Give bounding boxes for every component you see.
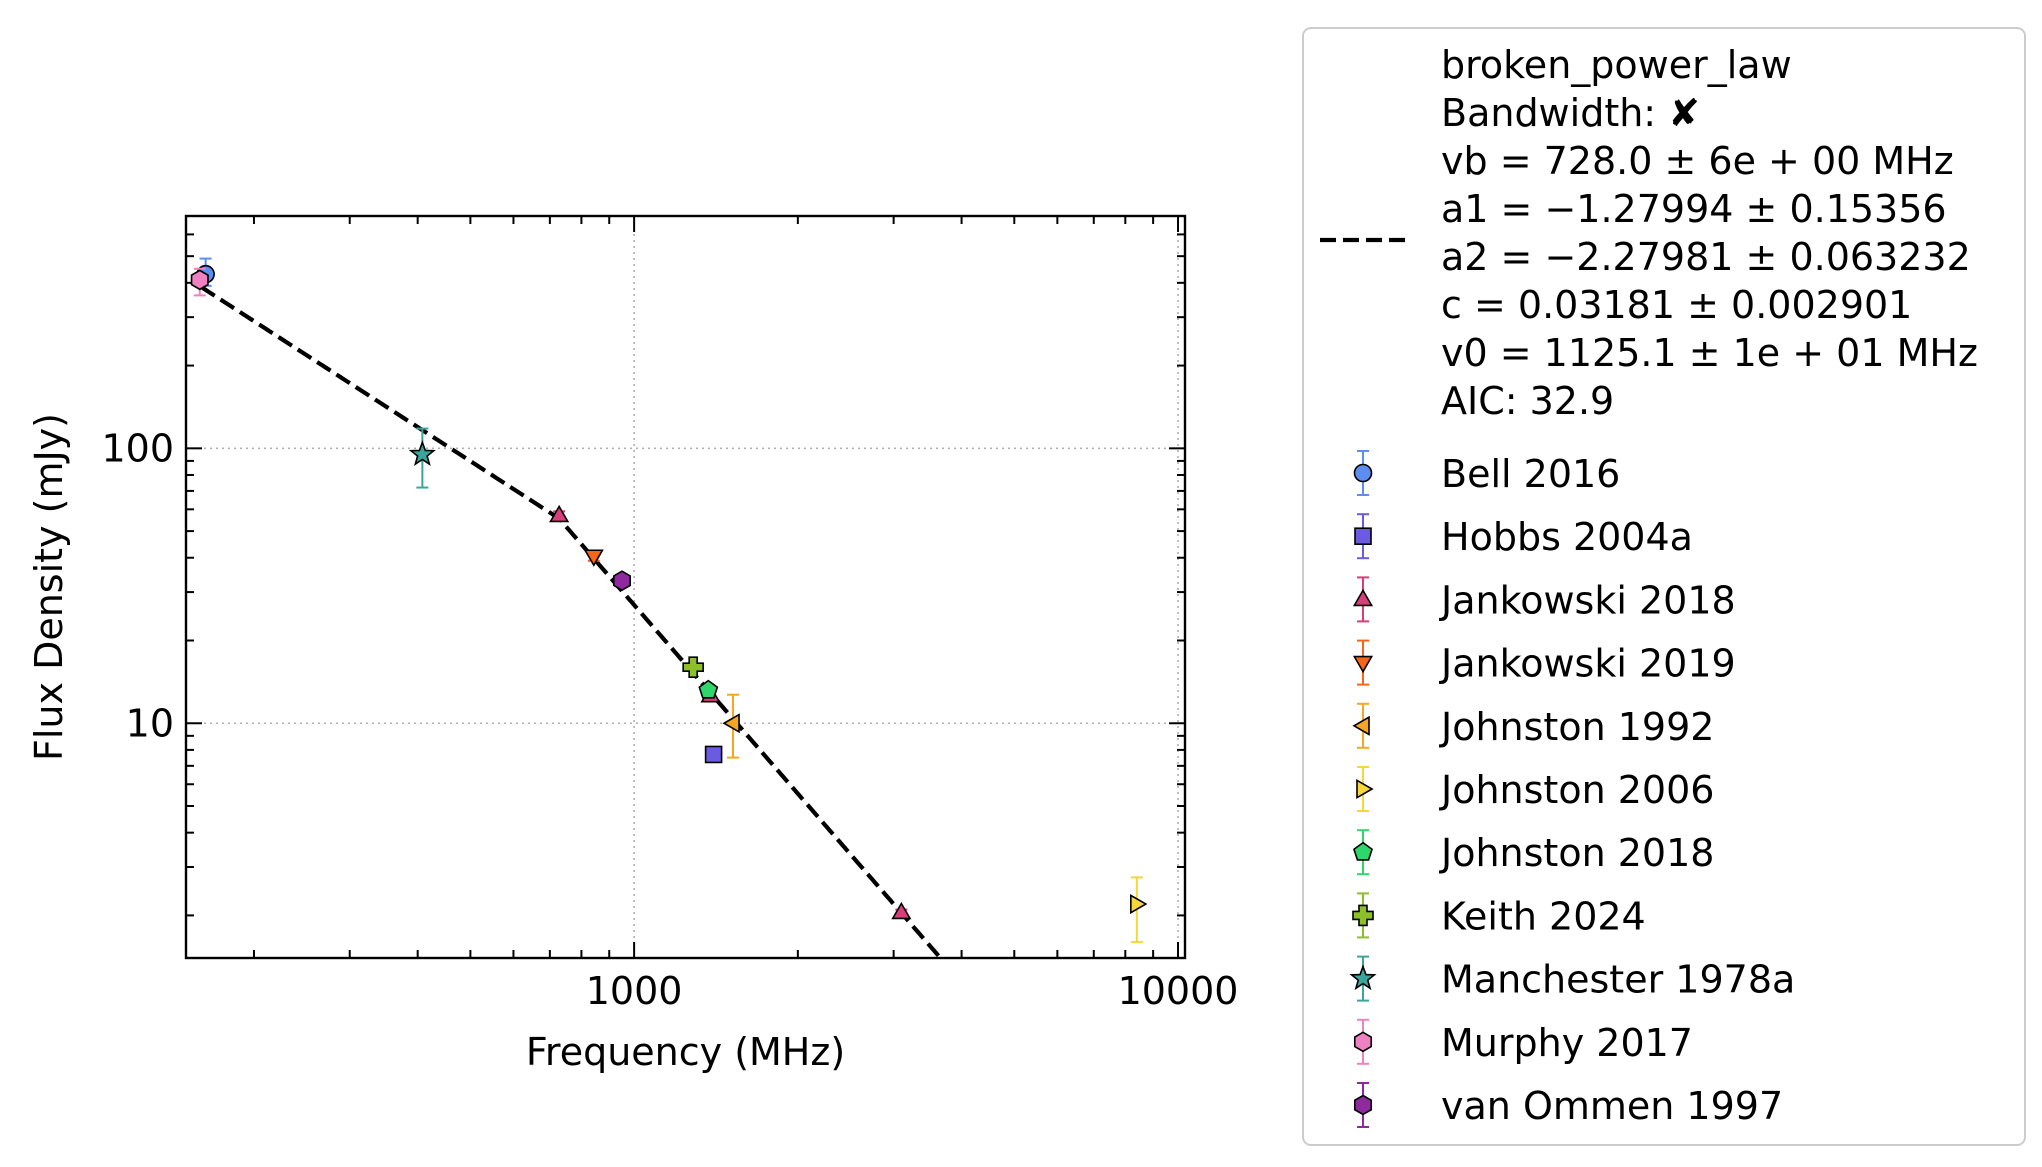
data-point <box>583 549 604 567</box>
data-point <box>612 570 632 592</box>
data-point <box>1130 893 1148 915</box>
legend-fit-text: a2 = −2.27981 ± 0.063232 <box>1441 235 1971 279</box>
data-point <box>704 745 723 764</box>
legend-label: Johnston 1992 <box>1439 705 1714 749</box>
legend-box <box>1302 27 2026 1146</box>
y-tick-label: 100 <box>101 426 174 470</box>
legend-marker <box>1352 588 1374 607</box>
axes-frame <box>184 214 1187 960</box>
legend-label: Bell 2016 <box>1441 452 1620 496</box>
data-point <box>891 901 912 920</box>
legend-label: Keith 2024 <box>1441 894 1646 938</box>
legend-fit-text: vb = 728.0 ± 6e + 00 MHz <box>1441 139 1954 183</box>
fit-curve-line <box>200 285 944 958</box>
x-tick-label: 10000 <box>1118 969 1239 1013</box>
x-axis-label: Frequency (MHz) <box>526 1030 845 1074</box>
legend-label: Johnston 2006 <box>1439 768 1714 812</box>
legend-marker <box>1353 841 1373 861</box>
data-point <box>408 440 436 467</box>
legend-marker <box>1354 527 1372 546</box>
legend-marker <box>1349 964 1377 991</box>
plot-area: 1000 10000 10 100 Frequency (MHz) Flux Densit… <box>27 214 1239 1074</box>
y-axis-label: Flux Density (mJy) <box>27 413 71 761</box>
y-tick-label: 10 <box>126 701 174 745</box>
legend-label: Murphy 2017 <box>1441 1021 1693 1065</box>
legend-fit-text: broken_power_law <box>1441 43 1792 87</box>
legend-marker <box>1353 1031 1373 1053</box>
legend-label: Jankowski 2019 <box>1439 642 1736 686</box>
legend-marker <box>1352 904 1374 927</box>
data-point <box>698 679 719 699</box>
legend-marker <box>1356 778 1374 800</box>
x-tick-label: 1000 <box>586 969 683 1013</box>
data-point <box>682 656 704 678</box>
legend-fit-text: c = 0.03181 ± 0.002901 <box>1441 283 1912 327</box>
legend-label: Jankowski 2018 <box>1439 578 1736 622</box>
legend-label: Hobbs 2004a <box>1441 515 1693 559</box>
legend-label: Manchester 1978a <box>1441 958 1795 1002</box>
data-point <box>722 713 740 734</box>
legend-marker <box>1352 655 1374 674</box>
legend-fit-text: v0 = 1125.1 ± 1e + 01 MHz <box>1441 331 1978 375</box>
data-point <box>190 269 209 291</box>
legend-label: Johnston 2018 <box>1439 831 1714 875</box>
legend-fit-text: AIC: 32.9 <box>1441 379 1614 423</box>
legend-marker <box>1353 463 1373 483</box>
legend-fit-text: a1 = −1.27994 ± 0.15356 <box>1441 187 1947 231</box>
data-point <box>549 504 570 523</box>
legend-label: van Ommen 1997 <box>1441 1084 1783 1128</box>
legend-fit-text: Bandwidth: ✘ <box>1441 91 1700 135</box>
legend-marker <box>1352 715 1370 736</box>
legend-marker <box>1353 1094 1373 1116</box>
